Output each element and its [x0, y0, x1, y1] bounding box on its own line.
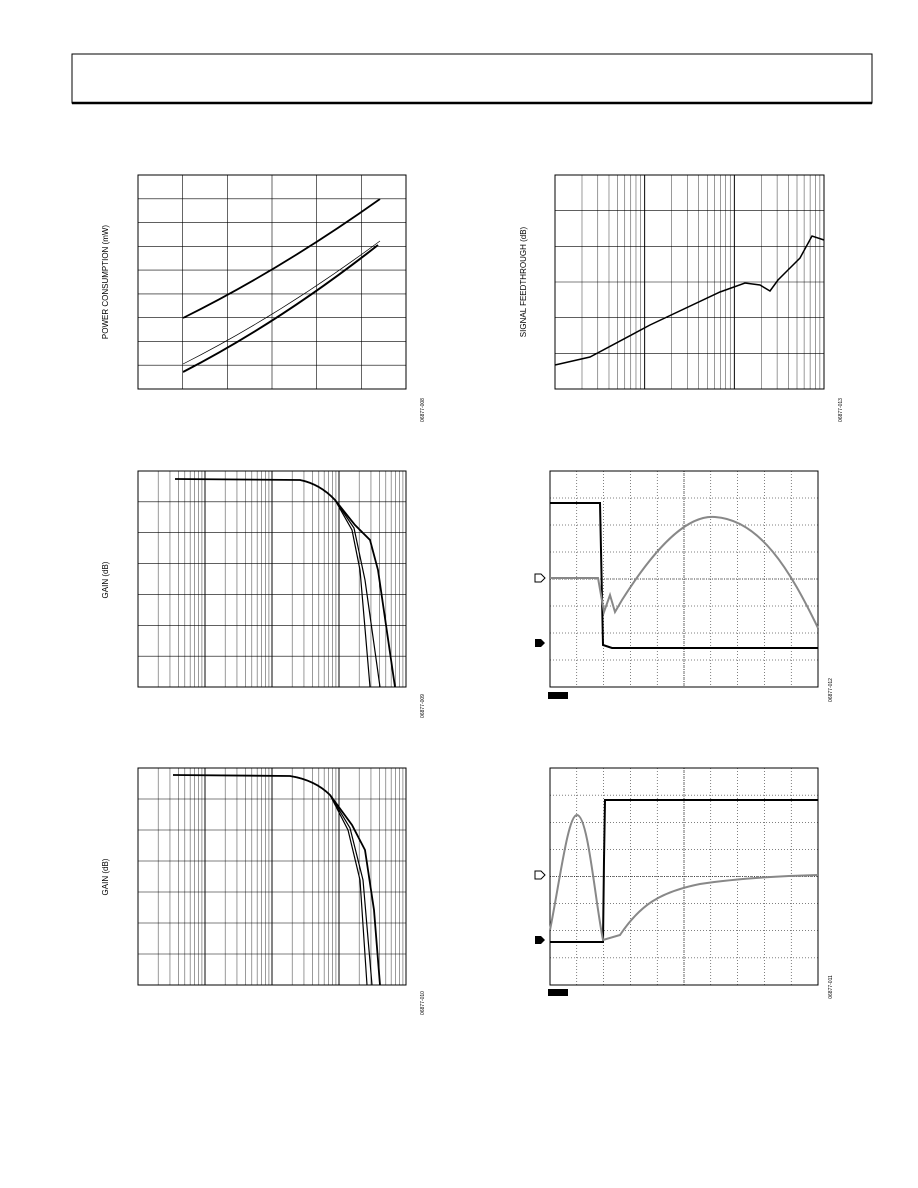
- figure-code: 06877-012: [828, 678, 834, 702]
- marker: [534, 870, 546, 880]
- header-box: [71, 53, 873, 104]
- curve: [299, 479, 381, 688]
- trace: [550, 515, 819, 629]
- trace: [550, 502, 818, 649]
- trace: [549, 813, 819, 942]
- curve: [554, 235, 825, 366]
- marker: [535, 936, 545, 944]
- curve: [182, 244, 379, 373]
- curve: [172, 774, 381, 986]
- marker: [535, 639, 545, 647]
- marker: [548, 989, 568, 996]
- curve: [182, 198, 381, 319]
- grids: [137, 174, 825, 986]
- figure-code: 06877-013: [838, 398, 844, 422]
- marker: [548, 692, 568, 699]
- figure-code: 06877-010: [420, 991, 426, 1015]
- curve: [289, 775, 373, 986]
- curves: [172, 198, 825, 986]
- y-label: POWER CONSUMPTION (mW): [101, 225, 110, 340]
- curve: [182, 240, 381, 365]
- trace: [550, 799, 818, 943]
- figure-code: 06877-011: [828, 975, 834, 999]
- y-label: GAIN (dB): [101, 858, 110, 895]
- marker: [534, 573, 546, 583]
- markers: [534, 573, 568, 996]
- y-label: GAIN (dB): [101, 561, 110, 598]
- y-label: SIGNAL FEEDTHROUGH (dB): [519, 226, 528, 337]
- curve: [174, 478, 396, 688]
- figure-code: 06877-009: [420, 694, 426, 718]
- figure-code: 06877-008: [420, 398, 426, 422]
